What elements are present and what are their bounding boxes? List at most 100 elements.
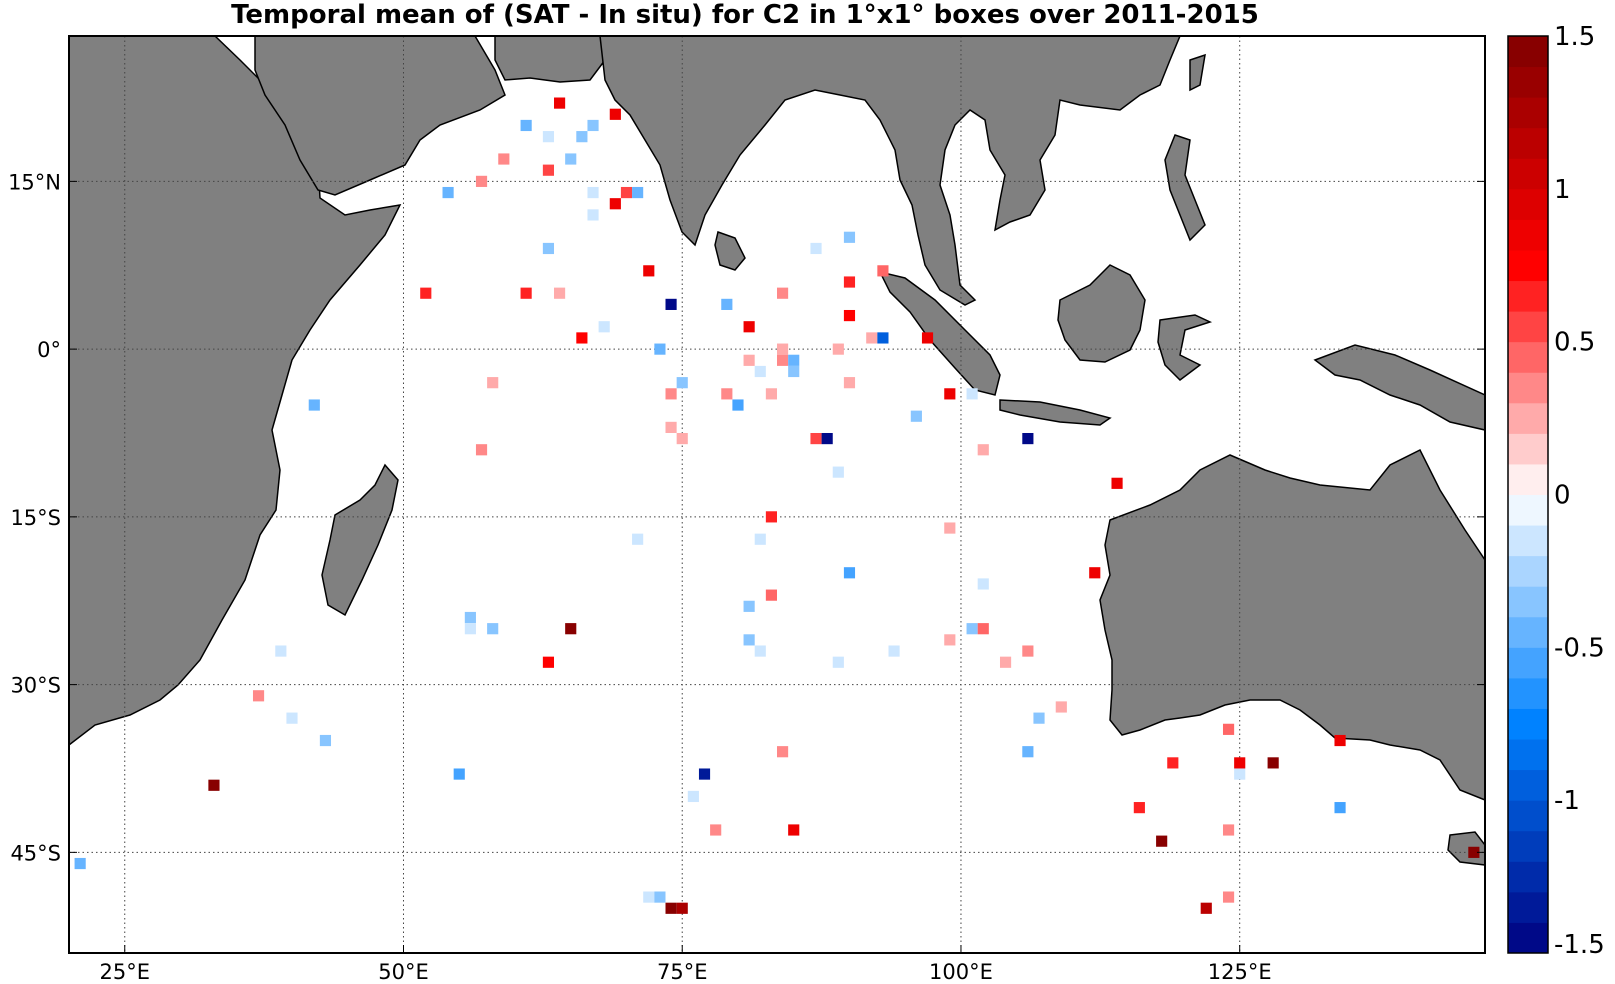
y-tick-label: 15°S xyxy=(10,506,61,530)
data-cell xyxy=(665,298,677,310)
colorbar-segment xyxy=(1508,525,1548,557)
data-cell xyxy=(308,399,320,411)
y-tick-label: 0° xyxy=(37,338,61,362)
data-cell xyxy=(832,343,844,355)
colorbar-segment xyxy=(1508,922,1548,954)
x-tick-label: 50°E xyxy=(378,960,429,984)
data-cell xyxy=(743,600,755,612)
data-cell xyxy=(1022,645,1034,657)
data-cell xyxy=(252,690,265,702)
data-cell xyxy=(620,186,633,199)
data-cell xyxy=(587,209,599,221)
data-cell xyxy=(598,321,610,333)
land-arabia xyxy=(254,35,506,196)
data-cell xyxy=(609,198,621,210)
data-cell xyxy=(843,276,856,288)
colorbar-frame xyxy=(1507,35,1549,954)
data-cell xyxy=(498,153,510,165)
x-tick-label: 125°E xyxy=(1208,960,1272,984)
colorbar-tick-label: -1.5 xyxy=(1554,930,1605,960)
land-taiwan xyxy=(1189,53,1206,92)
colorbar-segment xyxy=(1508,402,1548,434)
data-cell xyxy=(765,511,777,523)
data-cell xyxy=(765,388,777,400)
data-cell xyxy=(1234,757,1246,769)
data-cell xyxy=(832,656,844,668)
data-cell xyxy=(74,857,86,870)
data-cell xyxy=(777,343,789,355)
data-cell xyxy=(475,444,488,456)
colorbar-segment xyxy=(1508,555,1548,587)
data-cell xyxy=(319,734,332,747)
colorbar-segment xyxy=(1508,708,1548,740)
data-cell xyxy=(1022,746,1034,758)
y-tick-label: 15°N xyxy=(8,170,61,194)
colorbar-tick-label: -0.5 xyxy=(1554,633,1605,663)
data-cell xyxy=(1022,432,1034,445)
x-tick-label: 75°E xyxy=(657,960,708,984)
data-cell xyxy=(977,578,989,590)
data-cell xyxy=(520,287,532,299)
data-cell xyxy=(665,421,677,433)
data-cell xyxy=(487,623,499,635)
data-cell xyxy=(999,656,1012,668)
x-tick-labels: 25°E 50°E 75°E 100°E 125°E xyxy=(99,945,1272,984)
data-cell xyxy=(788,354,800,366)
data-cell xyxy=(944,388,956,400)
data-cell xyxy=(1033,712,1045,724)
data-cell xyxy=(542,242,555,255)
data-cell xyxy=(821,432,833,445)
colorbar-segment xyxy=(1508,861,1548,893)
data-cell xyxy=(464,611,476,624)
x-tick-label: 100°E xyxy=(929,960,993,984)
data-cell xyxy=(643,891,655,903)
data-cell xyxy=(643,265,655,277)
data-cell xyxy=(554,97,566,109)
data-cell xyxy=(1334,734,1346,747)
data-cell xyxy=(1111,477,1123,489)
colorbar-segment xyxy=(1508,219,1548,251)
data-cell xyxy=(1334,802,1346,814)
colorbar-tick-label: 1.5 xyxy=(1554,22,1595,52)
colorbar-segment xyxy=(1508,97,1548,129)
data-cell xyxy=(977,623,989,635)
data-cell xyxy=(754,365,766,378)
data-cell xyxy=(788,365,800,378)
colorbar-segment xyxy=(1508,830,1548,862)
data-cell xyxy=(888,645,900,657)
data-cell xyxy=(721,298,733,310)
colorbar-tick-label: 1 xyxy=(1554,175,1571,205)
data-cell xyxy=(977,444,989,456)
colorbar-segment xyxy=(1508,616,1548,648)
data-cell xyxy=(1222,824,1235,836)
data-cell xyxy=(542,164,555,176)
data-cell xyxy=(554,287,566,299)
data-cell xyxy=(1133,802,1145,814)
data-cell xyxy=(832,466,844,478)
data-cell xyxy=(587,186,599,199)
data-cell xyxy=(843,231,856,243)
data-cell xyxy=(743,321,755,333)
data-cell xyxy=(843,309,856,322)
data-cells xyxy=(74,97,1480,914)
data-cell xyxy=(921,332,934,344)
data-cell xyxy=(843,567,856,579)
data-cell xyxy=(632,186,644,199)
land-india-asia xyxy=(599,35,1182,306)
land-sulawesi xyxy=(1157,314,1213,381)
data-cell xyxy=(576,332,588,344)
y-tick-label: 30°S xyxy=(10,674,61,698)
data-cell xyxy=(777,287,789,299)
colorbar-segment xyxy=(1508,891,1548,923)
data-cell xyxy=(1055,701,1067,713)
map-frame xyxy=(68,35,1486,954)
colorbar-tick-label: -1 xyxy=(1554,786,1580,816)
data-cell xyxy=(777,354,789,366)
data-cell xyxy=(275,645,287,657)
colorbar-tick-label: 0 xyxy=(1554,481,1571,511)
data-cell xyxy=(665,388,677,400)
colorbar: 1.5 1 0.5 0 -0.5 -1 -1.5 xyxy=(1507,22,1605,960)
data-cell xyxy=(1167,757,1179,769)
colorbar-segment xyxy=(1508,249,1548,282)
